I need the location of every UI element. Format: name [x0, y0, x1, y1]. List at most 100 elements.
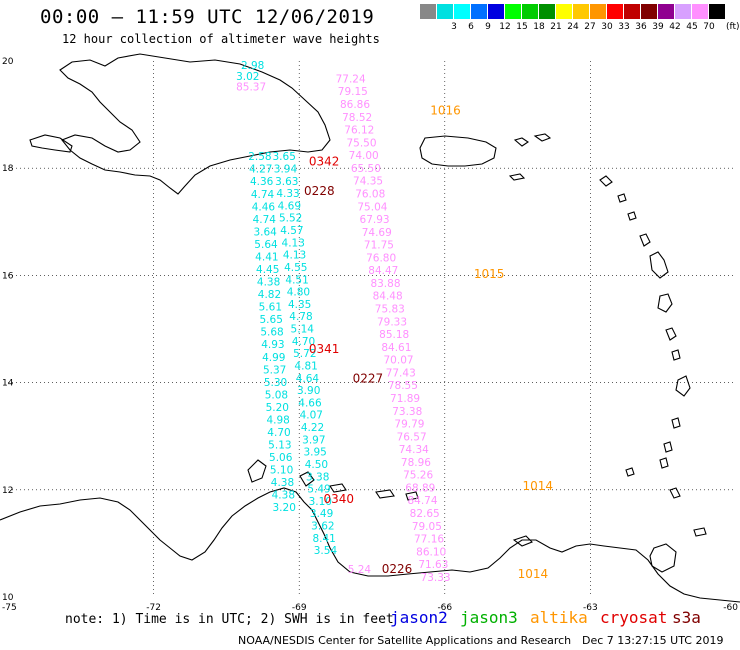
- wave-height-value: 2.98: [241, 60, 264, 72]
- wave-height-value: 4.74: [251, 189, 275, 201]
- wave-height-value: 3.95: [303, 447, 326, 459]
- wave-height-value: 84.47: [368, 265, 398, 277]
- scale-swatch: [488, 4, 504, 19]
- wave-height-value: 68.89: [405, 482, 435, 494]
- pass-time-label: 1015: [474, 267, 505, 281]
- scale-label: 9: [485, 22, 491, 32]
- wave-height-value: 4.55: [284, 262, 307, 274]
- wave-height-value: 4.64: [296, 373, 320, 385]
- coast-virgin-islands: [508, 133, 552, 181]
- wave-height-value: 4.66: [298, 397, 322, 409]
- wave-height-value: 5.72: [293, 348, 316, 360]
- scale-label: 15: [516, 22, 528, 32]
- wave-height-value: 3.97: [302, 434, 325, 446]
- wave-height-value: 3.20: [273, 502, 296, 514]
- wave-height-value: 3.62: [311, 520, 334, 532]
- wave-height-value: 4.36: [250, 176, 274, 188]
- wave-height-value: 3.64: [253, 226, 277, 238]
- wave-height-value: 5.37: [263, 364, 286, 376]
- wave-height-value: 4.38: [272, 490, 295, 502]
- wave-height-value: 5.68: [260, 327, 283, 339]
- wave-height-value: 74.35: [353, 176, 383, 188]
- wave-height-value: 4.27: [249, 164, 272, 176]
- wave-height-value: 4.46: [252, 201, 276, 213]
- legend-entry: altika: [530, 608, 588, 627]
- wave-height-value: 77.24: [336, 73, 366, 85]
- wave-height-value: 4.99: [262, 352, 285, 364]
- footer-note: note: 1) Time is in UTC; 2) SWH is in fe…: [65, 612, 394, 627]
- scale-label: 33: [618, 22, 630, 32]
- wave-height-value: 4.51: [285, 274, 308, 286]
- wave-height-value: 4.13: [283, 250, 306, 262]
- scale-swatch: [573, 4, 589, 19]
- scale-label: 3: [451, 22, 457, 32]
- wave-height-value: 4.93: [261, 339, 284, 351]
- lon-label: -63: [583, 603, 598, 613]
- scale-swatch: [505, 4, 521, 19]
- wave-height-value: 85.37: [236, 81, 266, 93]
- wave-height-value: 77.16: [414, 534, 444, 546]
- scale-swatch: [556, 4, 572, 19]
- coast-abc-islands: [329, 483, 419, 501]
- wave-height-value: 67.93: [360, 214, 390, 226]
- coast-trinidad: [649, 527, 707, 573]
- wave-height-value: 86.10: [416, 546, 446, 558]
- scale-swatch: [658, 4, 674, 19]
- coastlines: [0, 53, 740, 603]
- wave-height-value: 4.38: [271, 477, 294, 489]
- wave-height-value: 5.49: [307, 484, 330, 496]
- scale-unit: (ft): [726, 22, 740, 32]
- wave-height-value: 3.02: [236, 71, 259, 83]
- wave-height-value: 4.13: [282, 237, 305, 249]
- scale-label: 36: [635, 22, 647, 32]
- coast-puerto-rico: [419, 135, 497, 167]
- wave-height-value: 74.00: [349, 150, 379, 162]
- scale-label: 6: [468, 22, 474, 32]
- scale-swatch: [607, 4, 623, 19]
- wave-height-value: 4.41: [255, 251, 278, 263]
- wave-height-value: 75.26: [403, 470, 433, 482]
- scale-swatch: [641, 4, 657, 19]
- wave-height-value: 5.13: [268, 440, 291, 452]
- lon-label: -66: [437, 603, 452, 613]
- wave-height-value: 5.61: [259, 302, 282, 314]
- scale-label: 12: [499, 22, 511, 32]
- wave-height-value: 74.69: [362, 227, 392, 239]
- scale-swatch: [590, 4, 606, 19]
- lat-label: 12: [2, 486, 13, 496]
- wave-height-value: 3.54: [314, 545, 338, 557]
- wave-height-value: 5.20: [266, 402, 289, 414]
- wave-height-observations: 2.584.274.364.744.464.743.645.644.414.45…: [236, 60, 450, 584]
- pass-time-label: 0226: [382, 562, 413, 576]
- wave-height-value: 76.12: [344, 125, 374, 137]
- wave-height-value: 4.70: [267, 427, 290, 439]
- axis-labels: 20 18 16 14 12 10-75 -72 -69 -66 -63 -60: [2, 57, 738, 613]
- wave-height-value: 65.50: [351, 163, 381, 175]
- pass-time-label: 0342: [309, 155, 340, 169]
- scale-label: 39: [652, 22, 664, 32]
- scale-label: 18: [533, 22, 545, 32]
- scale-label: 70: [703, 22, 715, 32]
- lon-label: -75: [2, 603, 17, 613]
- wave-height-value: 4.98: [266, 414, 289, 426]
- legend-entry: s3a: [672, 608, 701, 627]
- wave-height-value: 79.15: [338, 86, 368, 98]
- pass-time-label: 1014: [522, 479, 553, 493]
- legend-entry: cryosat: [600, 608, 668, 627]
- wave-height-value: 75.04: [357, 201, 387, 213]
- wave-height-value: 4.82: [258, 289, 281, 301]
- lat-label: 16: [2, 271, 14, 281]
- wave-height-value: 5.52: [279, 213, 302, 225]
- pass-time-label: 0228: [304, 184, 335, 198]
- wave-height-value: 4.78: [289, 311, 312, 323]
- pass-time-label: 1016: [430, 104, 461, 118]
- wave-height-value: 76.80: [366, 252, 396, 264]
- wave-height-value: 82.65: [410, 508, 440, 520]
- wave-height-value: 4.45: [256, 264, 279, 276]
- wave-height-value: 3.94: [274, 163, 298, 175]
- coast-lesser-antilles: [599, 175, 691, 499]
- wave-height-value: 4.80: [287, 287, 310, 299]
- pass-time-labels: 1016 0342 0228 1015 0341 0227 1014 0340 0226 1014: [304, 104, 553, 582]
- wave-height-value: 3.38: [306, 471, 329, 483]
